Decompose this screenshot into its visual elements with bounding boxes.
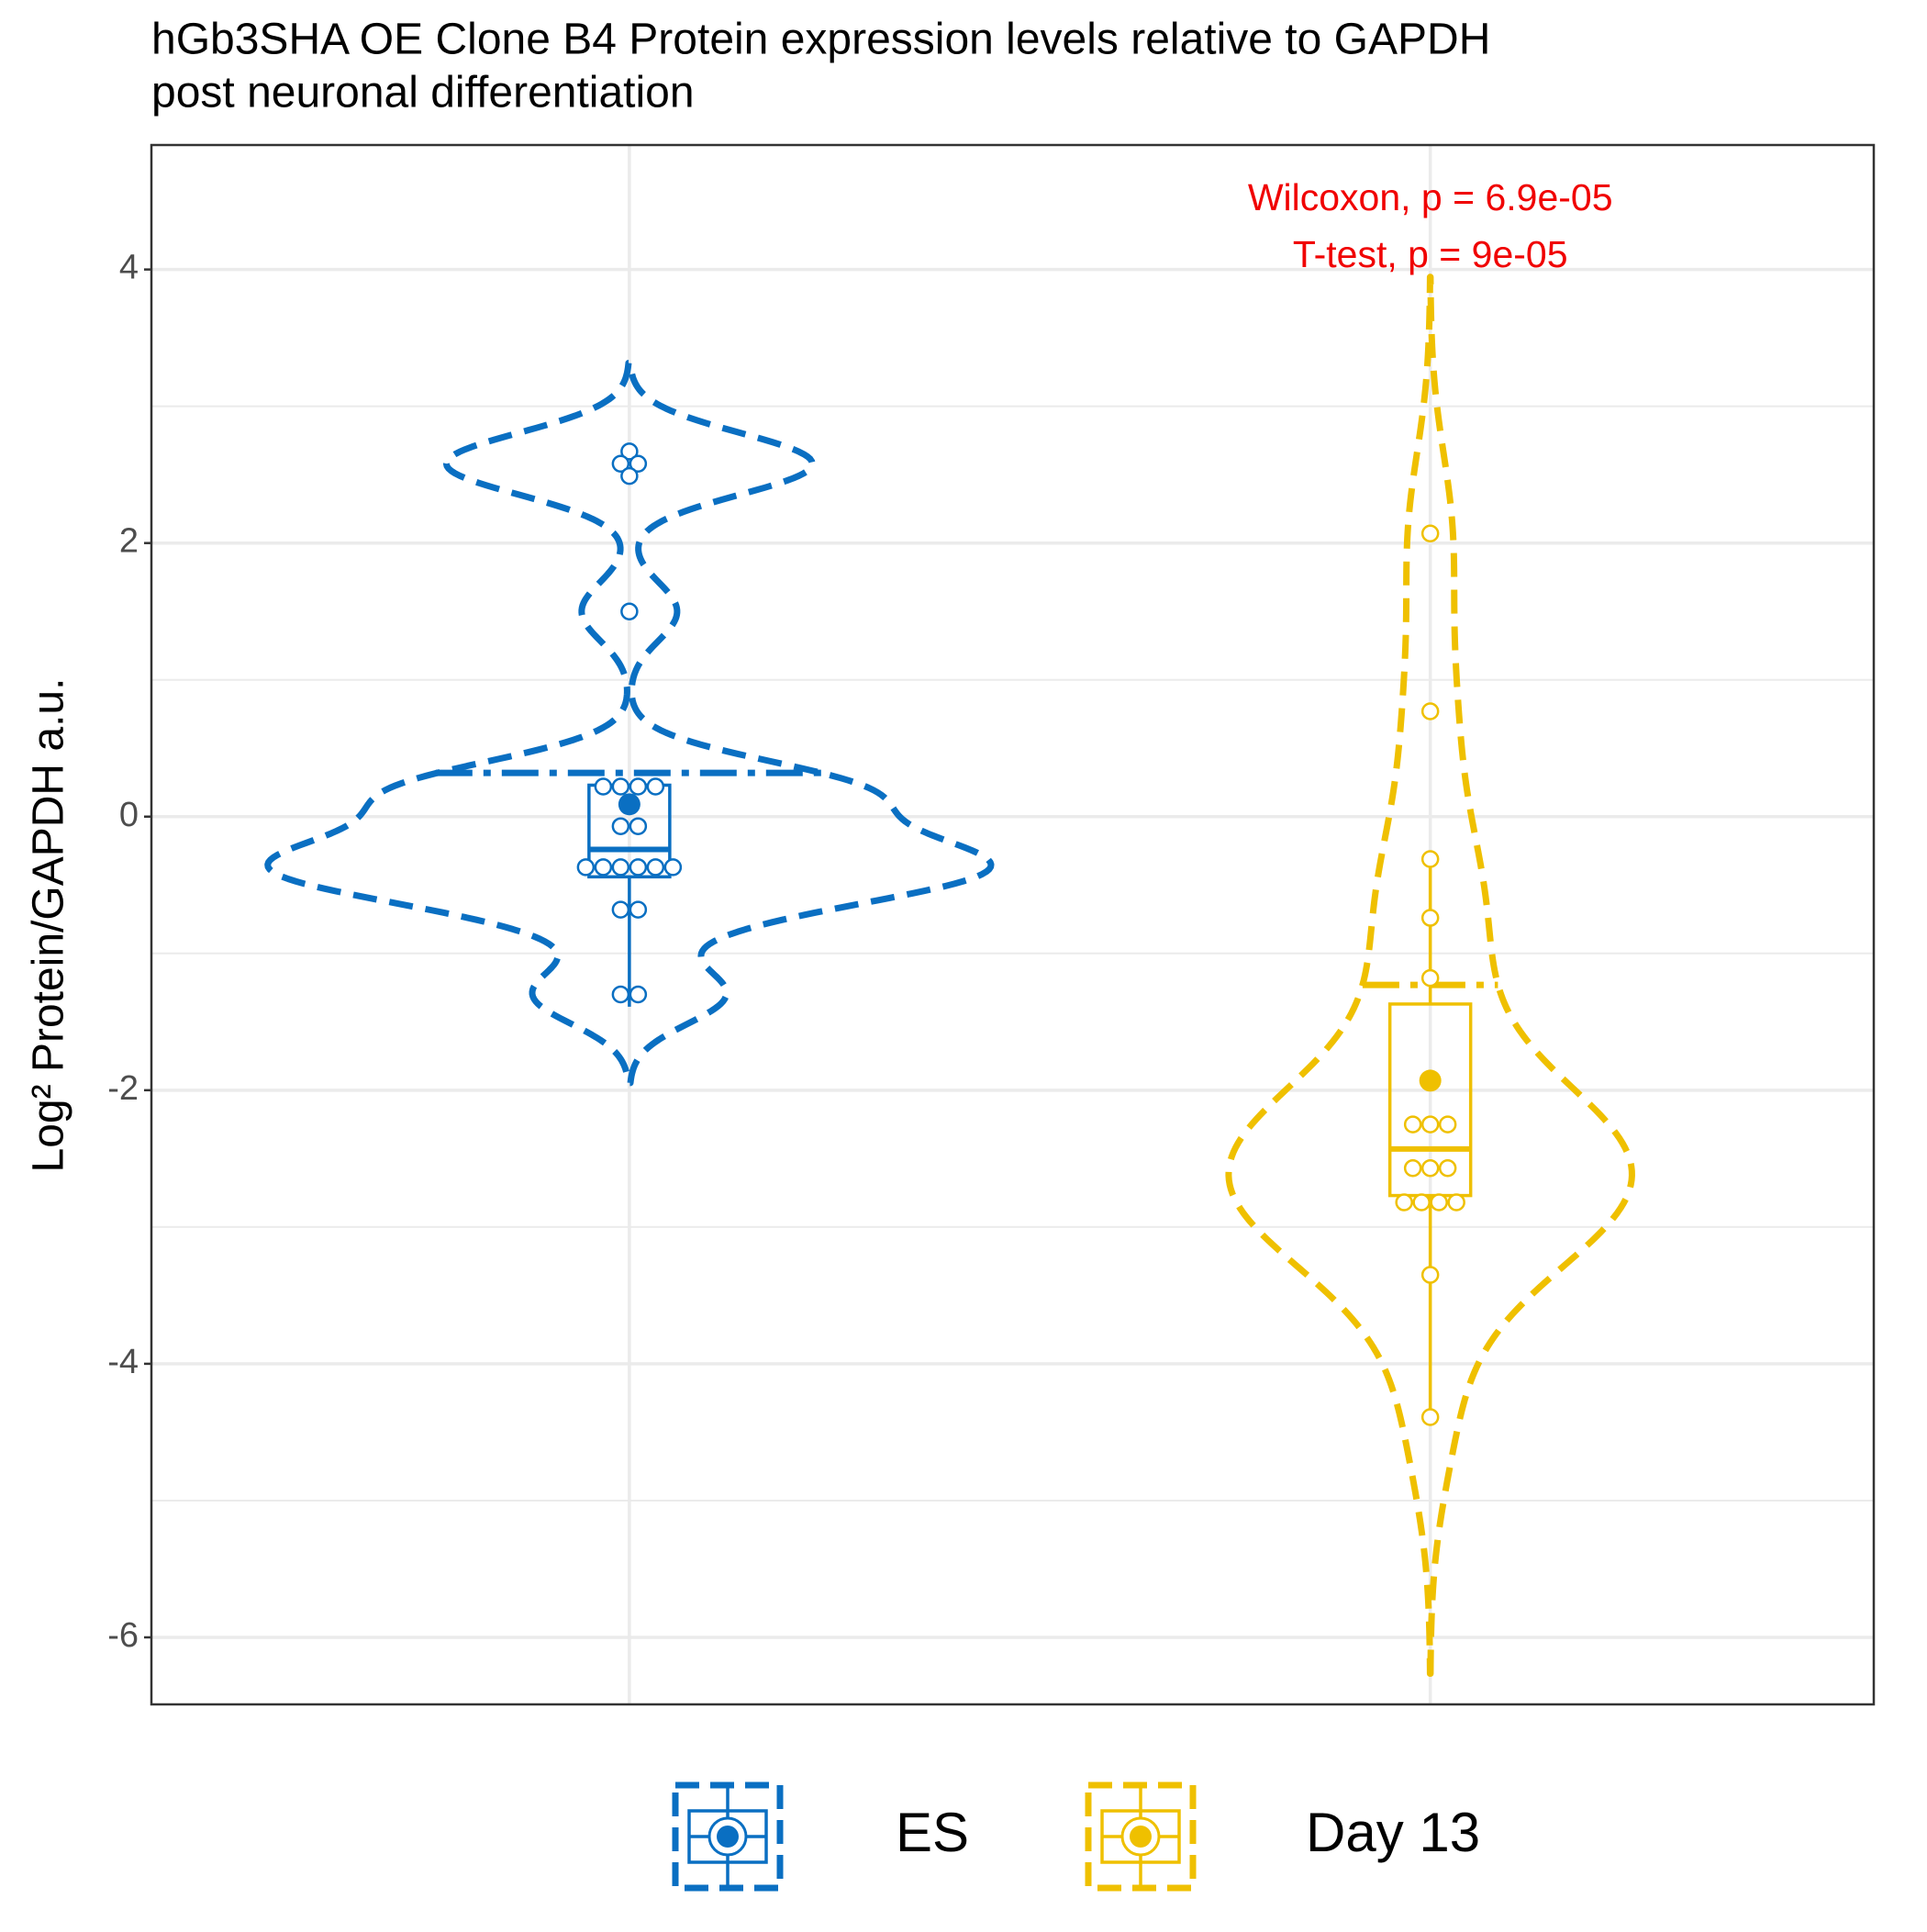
y-tick-label: -6 [107, 1616, 139, 1655]
y-tick-label: -4 [107, 1343, 139, 1381]
y-tick-label: -2 [107, 1069, 139, 1108]
data-point [620, 602, 639, 620]
panel-border [150, 143, 1876, 1706]
data-point [1420, 1159, 1440, 1178]
data-point [1420, 524, 1440, 543]
legend-label: Day 13 [1306, 1802, 1480, 1863]
data-point [1420, 1408, 1440, 1426]
data-point [1420, 968, 1440, 988]
annotation: Wilcoxon, p = 6.9e-05 [1248, 176, 1613, 218]
annotation: T-test, p = 9e-05 [1293, 233, 1568, 275]
data-point [611, 817, 630, 835]
data-point [594, 777, 613, 796]
data-point [1420, 850, 1440, 868]
data-point [629, 817, 648, 835]
data-point [611, 900, 630, 919]
data-point [1395, 1193, 1413, 1212]
data-point [629, 985, 648, 1004]
data-point [620, 466, 639, 486]
data-point [576, 858, 596, 877]
legend-key-mean [717, 1826, 739, 1848]
data-point [663, 858, 683, 877]
mean-point [1419, 1069, 1442, 1092]
data-point [629, 454, 648, 474]
data-point [1438, 1159, 1457, 1178]
chart-title: post neuronal differentiation [151, 69, 695, 117]
y-tick-label: 2 [119, 522, 139, 561]
mean-point [618, 793, 640, 816]
data-point [1412, 1193, 1431, 1212]
legend-item: Day 13 [1085, 1781, 1480, 1892]
data-point [1430, 1193, 1448, 1212]
data-point [611, 777, 630, 796]
data-point [611, 985, 630, 1004]
y-tick-label: 4 [119, 249, 139, 287]
data-point [629, 900, 648, 919]
data-point [1420, 909, 1440, 927]
legend-item: ES [672, 1781, 969, 1892]
data-point [611, 858, 630, 877]
legend-label: ES [896, 1802, 969, 1863]
y-tick-label: 0 [119, 796, 139, 834]
data-point [1438, 1115, 1457, 1134]
data-point [629, 777, 648, 796]
data-point [1420, 1266, 1440, 1284]
y-axis-label: Log² Protein/GAPDH a.u. [25, 678, 73, 1173]
data-point [611, 454, 630, 474]
chart-title: hGb3SHA OE Clone B4 Protein expression l… [151, 16, 1490, 64]
data-point [1420, 1115, 1440, 1134]
violin [264, 359, 995, 1087]
data-point [1420, 702, 1440, 720]
data-point [629, 858, 648, 877]
data-point [646, 777, 665, 796]
data-point [646, 858, 665, 877]
data-point [1403, 1159, 1422, 1178]
violin [1225, 274, 1635, 1677]
legend-key-mean [1130, 1826, 1152, 1848]
data-point [620, 442, 639, 461]
data-point [1447, 1193, 1465, 1212]
data-point [594, 858, 613, 877]
box [1387, 1002, 1473, 1198]
data-point [1403, 1115, 1422, 1134]
panel-background [151, 145, 1874, 1704]
